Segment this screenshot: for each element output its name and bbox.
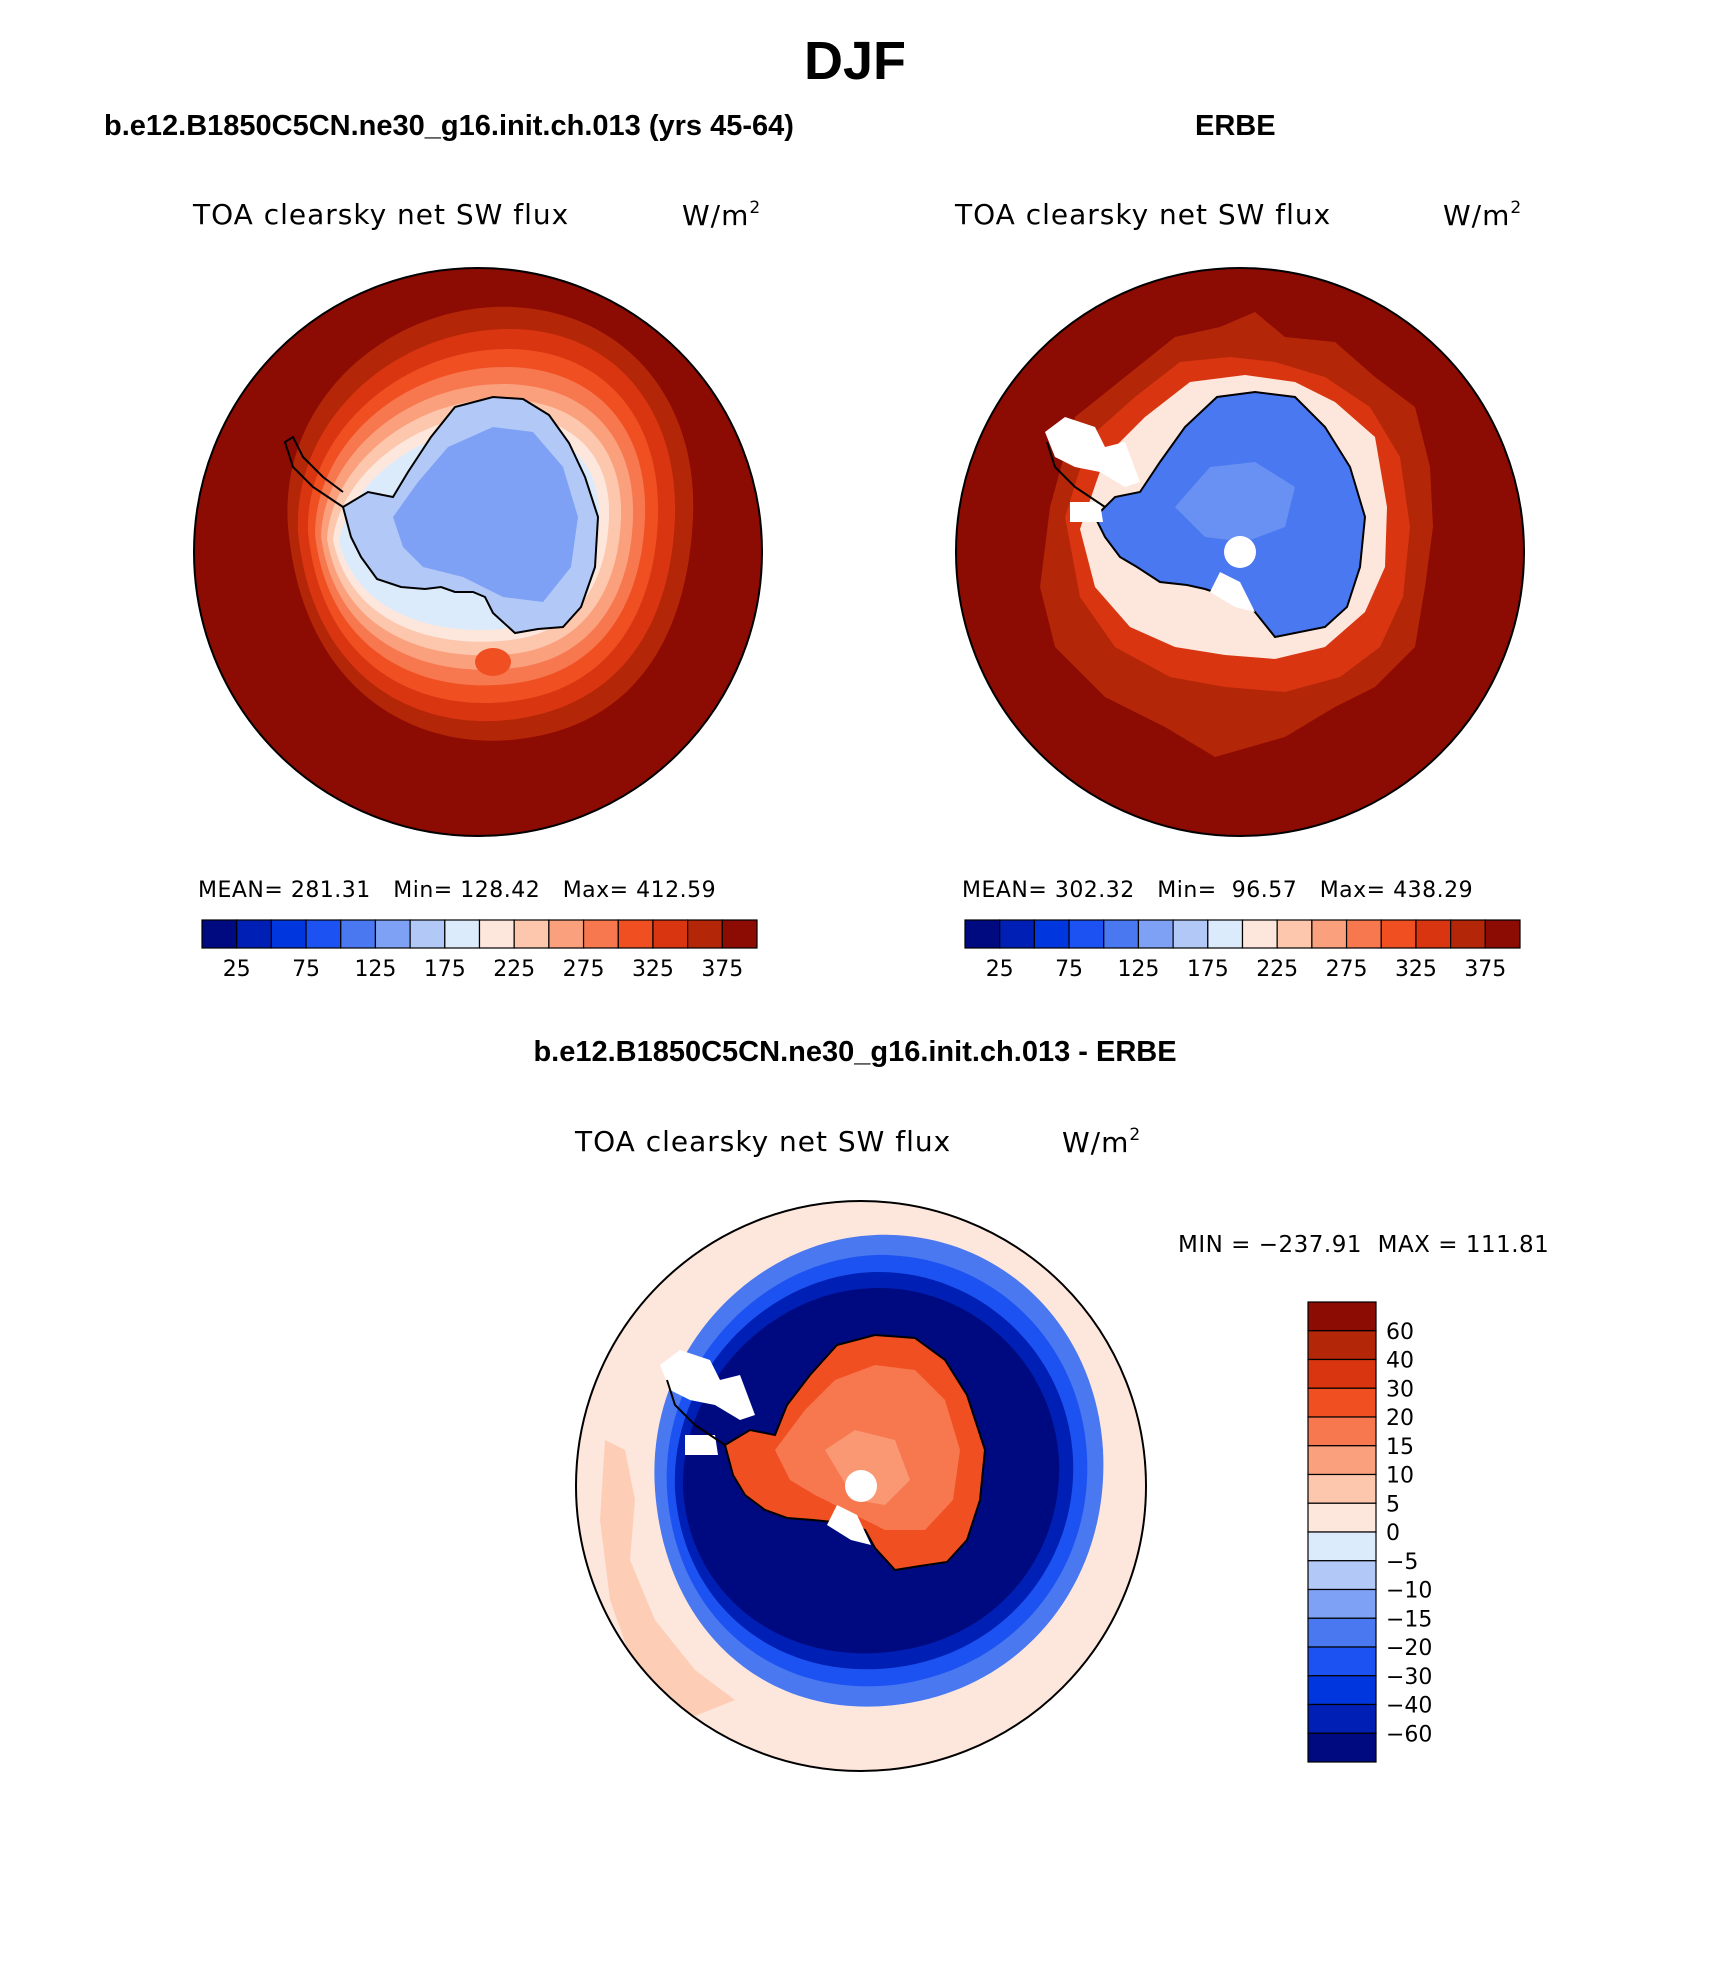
model-colorbar-tick-label: 325 bbox=[632, 957, 674, 982]
diff-colorbar-box bbox=[1307, 1531, 1377, 1562]
diff-colorbar-box bbox=[1307, 1675, 1377, 1706]
diff-unit-label: W/m2 bbox=[1062, 1125, 1142, 1159]
diff-polar-map bbox=[575, 1200, 1147, 1772]
model-colorbar-tick-label: 375 bbox=[701, 957, 743, 982]
model-variable-label: TOA clearsky net SW flux bbox=[193, 198, 570, 231]
obs-colorbar-tick-label: 375 bbox=[1464, 957, 1506, 982]
obs-colorbar-box bbox=[1241, 919, 1278, 949]
obs-colorbar-box bbox=[1207, 919, 1244, 949]
obs-colorbar-tick-label: 225 bbox=[1256, 957, 1298, 982]
diff-colorbar-box bbox=[1307, 1330, 1377, 1361]
obs-colorbar-box bbox=[1103, 919, 1140, 949]
diff-colorbar-tick-label: −40 bbox=[1386, 1694, 1432, 1719]
diff-colorbar-box bbox=[1307, 1560, 1377, 1591]
model-colorbar-box bbox=[305, 919, 342, 949]
model-colorbar-tick-label: 25 bbox=[223, 957, 251, 982]
obs-colorbar-box bbox=[1068, 919, 1105, 949]
diff-colorbar-box bbox=[1307, 1617, 1377, 1648]
obs-polar-map bbox=[955, 267, 1525, 837]
model-colorbar-box bbox=[444, 919, 481, 949]
obs-colorbar-box bbox=[1450, 919, 1486, 949]
model-polar-map bbox=[193, 267, 763, 837]
model-colorbar-tick-label: 75 bbox=[292, 957, 320, 982]
obs-colorbar-box bbox=[964, 919, 1001, 949]
model-colorbar-box bbox=[340, 919, 377, 949]
model-stats: MEAN= 281.31 Min= 128.42 Max= 412.59 bbox=[198, 878, 717, 903]
model-colorbar-tick-label: 125 bbox=[354, 957, 396, 982]
diff-colorbar-tick-label: 5 bbox=[1386, 1492, 1400, 1517]
obs-colorbar-tick-label: 125 bbox=[1117, 957, 1159, 982]
obs-colorbar-box bbox=[1380, 919, 1417, 949]
diff-colorbar-box bbox=[1307, 1732, 1377, 1763]
obs-colorbar-box bbox=[1172, 919, 1209, 949]
diff-colorbar-box bbox=[1307, 1703, 1377, 1734]
diff-colorbar-tick-label: −10 bbox=[1386, 1579, 1432, 1604]
model-colorbar-box bbox=[548, 919, 585, 949]
diff-colorbar-box bbox=[1307, 1416, 1377, 1447]
obs-colorbar-box bbox=[1484, 919, 1521, 949]
diff-colorbar-tick-label: −5 bbox=[1386, 1550, 1418, 1575]
diff-colorbar-tick-label: 0 bbox=[1386, 1521, 1400, 1546]
obs-colorbar-tick-label: 275 bbox=[1326, 957, 1368, 982]
diff-colorbar: 60 40 30 20 15 10 5 0 −5 −10 −15 −20 −30 −40 −60 bbox=[1307, 1301, 1432, 1763]
diff-colorbar-tick-label: 40 bbox=[1386, 1349, 1414, 1374]
diff-colorbar-tick-label: 15 bbox=[1386, 1435, 1414, 1460]
diff-panel-title: b.e12.B1850C5CN.ne30_g16.init.ch.013 - E… bbox=[533, 1036, 1177, 1068]
diff-colorbar-box bbox=[1307, 1387, 1377, 1418]
obs-colorbar-box bbox=[1276, 919, 1313, 949]
model-colorbar-box bbox=[409, 919, 446, 949]
diff-colorbar-tick-label: −20 bbox=[1386, 1636, 1432, 1661]
model-colorbar-box bbox=[582, 919, 619, 949]
obs-colorbar: 25 75 125 175 225 275 325 375 bbox=[964, 919, 1521, 982]
model-colorbar-box bbox=[513, 919, 550, 949]
diff-colorbar-tick-label: 30 bbox=[1386, 1377, 1414, 1402]
diff-colorbar-box bbox=[1307, 1358, 1377, 1389]
diff-colorbar-box bbox=[1307, 1502, 1377, 1533]
obs-variable-label: TOA clearsky net SW flux bbox=[955, 198, 1332, 231]
model-unit-label: W/m2 bbox=[682, 198, 762, 232]
obs-colorbar-tick-label: 25 bbox=[986, 957, 1014, 982]
model-colorbar-box bbox=[374, 919, 411, 949]
model-colorbar: 25 75 125 175 225 275 325 375 bbox=[201, 919, 758, 982]
obs-stats: MEAN= 302.32 Min= 96.57 Max= 438.29 bbox=[962, 878, 1474, 903]
obs-unit-label: W/m2 bbox=[1443, 198, 1523, 232]
diff-colorbar-tick-label: −30 bbox=[1386, 1665, 1432, 1690]
model-colorbar-box bbox=[201, 919, 238, 949]
obs-colorbar-tick-label: 75 bbox=[1055, 957, 1083, 982]
diff-colorbar-box bbox=[1307, 1445, 1377, 1476]
obs-colorbar-box bbox=[1137, 919, 1174, 949]
model-colorbar-tick-label: 225 bbox=[493, 957, 535, 982]
diff-colorbar-tick-label: −15 bbox=[1386, 1607, 1432, 1632]
diff-colorbar-box bbox=[1307, 1646, 1377, 1677]
diff-colorbar-tick-label: 60 bbox=[1386, 1320, 1414, 1345]
diff-colorbar-tick-label: 10 bbox=[1386, 1464, 1414, 1489]
model-colorbar-box bbox=[617, 919, 654, 949]
diff-colorbar-tick-label: 20 bbox=[1386, 1406, 1414, 1431]
obs-colorbar-box bbox=[1033, 919, 1070, 949]
obs-colorbar-box bbox=[1345, 919, 1382, 949]
obs-colorbar-tick-label: 325 bbox=[1395, 957, 1437, 982]
model-colorbar-tick-label: 175 bbox=[424, 957, 466, 982]
diff-minmax: MIN = −237.91 MAX = 111.81 bbox=[1178, 1232, 1550, 1258]
model-colorbar-box bbox=[478, 919, 515, 949]
diff-variable-label: TOA clearsky net SW flux bbox=[575, 1125, 952, 1158]
figure-title: DJF bbox=[803, 31, 906, 91]
model-colorbar-box bbox=[652, 919, 689, 949]
diff-colorbar-box bbox=[1307, 1473, 1377, 1504]
model-colorbar-box bbox=[270, 919, 307, 949]
diff-colorbar-box bbox=[1307, 1588, 1377, 1619]
obs-panel-title: ERBE bbox=[1195, 110, 1276, 142]
model-colorbar-box bbox=[721, 919, 758, 949]
model-colorbar-box bbox=[236, 919, 272, 949]
obs-colorbar-box bbox=[999, 919, 1035, 949]
diff-colorbar-tick-label: −60 bbox=[1386, 1722, 1432, 1747]
model-colorbar-box bbox=[687, 919, 723, 949]
model-colorbar-tick-label: 275 bbox=[563, 957, 605, 982]
obs-colorbar-box bbox=[1311, 919, 1348, 949]
obs-colorbar-tick-label: 175 bbox=[1187, 957, 1229, 982]
model-panel-title: b.e12.B1850C5CN.ne30_g16.init.ch.013 (yr… bbox=[104, 110, 794, 142]
obs-colorbar-box bbox=[1415, 919, 1452, 949]
diff-colorbar-box bbox=[1307, 1301, 1377, 1332]
